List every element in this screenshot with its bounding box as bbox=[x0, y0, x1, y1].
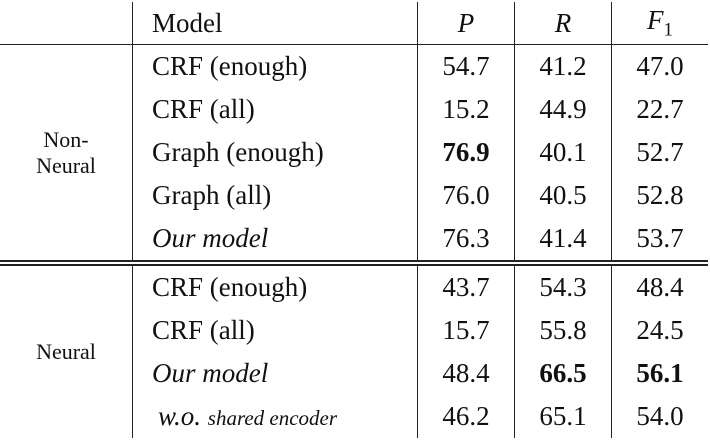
model-cell: Graph (enough) bbox=[132, 131, 418, 174]
model-cell: CRF (all) bbox=[132, 88, 418, 131]
group-cell: Non-Neural bbox=[0, 45, 133, 264]
value-cell: 65.1 bbox=[514, 395, 612, 438]
value-cell: 47.0 bbox=[611, 44, 708, 88]
model-name: Graph (enough) bbox=[152, 137, 324, 167]
data-row: w.o. shared encoder 46.2 65.1 54.0 bbox=[0, 395, 708, 438]
model-name: w.o. bbox=[158, 401, 202, 431]
model-name: CRF (enough) bbox=[152, 272, 308, 302]
model-name: Our model bbox=[152, 358, 269, 388]
value-cell: 24.5 bbox=[611, 309, 708, 352]
model-note: shared encoder bbox=[207, 406, 338, 430]
model-cell: CRF (enough) bbox=[132, 260, 418, 309]
value-cell: 53.7 bbox=[611, 217, 708, 263]
header-label: P bbox=[457, 7, 475, 38]
value-cell: 40.5 bbox=[514, 174, 612, 217]
data-row: Graph (all) 76.0 40.5 52.8 bbox=[0, 174, 708, 217]
value-cell: 46.2 bbox=[417, 395, 515, 438]
header-cell: F1 bbox=[611, 2, 708, 45]
group-cell: Neural bbox=[0, 260, 133, 438]
value-cell: 44.9 bbox=[514, 88, 612, 131]
model-cell: w.o. shared encoder bbox=[132, 395, 418, 438]
group-label: Non-Neural bbox=[36, 126, 96, 178]
value-cell: 54.7 bbox=[417, 44, 515, 88]
model-cell: CRF (enough) bbox=[132, 44, 418, 88]
header-cell: Model bbox=[132, 2, 418, 45]
header-label: F bbox=[647, 4, 664, 35]
model-name: CRF (enough) bbox=[152, 51, 308, 81]
value-cell: 41.2 bbox=[514, 44, 612, 88]
model-name: CRF (all) bbox=[152, 315, 255, 345]
value-cell: 52.7 bbox=[611, 131, 708, 174]
corner-cell bbox=[0, 2, 133, 45]
model-name: CRF (all) bbox=[152, 94, 255, 124]
data-row: CRF (all) 15.2 44.9 22.7 bbox=[0, 88, 708, 131]
model-cell: Graph (all) bbox=[132, 174, 418, 217]
model-cell: CRF (all) bbox=[132, 309, 418, 352]
header-subscript: 1 bbox=[663, 19, 674, 41]
model-cell: Our model bbox=[132, 352, 418, 395]
value-cell: 48.4 bbox=[417, 352, 515, 395]
data-row: Graph (enough) 76.9 40.1 52.7 bbox=[0, 131, 708, 174]
data-row: CRF (all) 15.7 55.8 24.5 bbox=[0, 309, 708, 352]
value-cell: 54.0 bbox=[611, 395, 708, 438]
value-cell: 54.3 bbox=[514, 260, 612, 309]
header-label: R bbox=[554, 7, 572, 38]
data-row: Our model 48.4 66.5 56.1 bbox=[0, 352, 708, 395]
value-cell: 43.7 bbox=[417, 260, 515, 309]
value-cell: 40.1 bbox=[514, 131, 612, 174]
value-cell: 52.8 bbox=[611, 174, 708, 217]
group-label: Neural bbox=[36, 339, 96, 364]
value-cell: 22.7 bbox=[611, 88, 708, 131]
value-cell: 41.4 bbox=[514, 217, 612, 263]
data-row: Non-Neural CRF (enough) 54.7 41.2 47.0 bbox=[0, 44, 708, 178]
value-cell: 76.0 bbox=[417, 174, 515, 217]
value-cell: 48.4 bbox=[611, 260, 708, 309]
header-row: Model P R F1 bbox=[0, 2, 708, 45]
value-cell: 76.9 bbox=[417, 131, 515, 174]
model-cell: Our model bbox=[132, 217, 418, 263]
data-row: Neural CRF (enough) 43.7 54.3 48.4 bbox=[0, 260, 708, 438]
header-cell: R bbox=[514, 2, 612, 45]
value-cell: 56.1 bbox=[611, 352, 708, 395]
value-cell: 76.3 bbox=[417, 217, 515, 263]
model-spacer bbox=[201, 401, 208, 431]
value-cell: 15.2 bbox=[417, 88, 515, 131]
data-row: Our model 76.3 41.4 53.7 bbox=[0, 217, 708, 263]
header-cell: P bbox=[417, 2, 515, 45]
model-name: Our model bbox=[152, 223, 269, 253]
model-name: Graph (all) bbox=[152, 180, 272, 210]
value-cell: 66.5 bbox=[514, 352, 612, 395]
value-cell: 15.7 bbox=[417, 309, 515, 352]
value-cell: 55.8 bbox=[514, 309, 612, 352]
